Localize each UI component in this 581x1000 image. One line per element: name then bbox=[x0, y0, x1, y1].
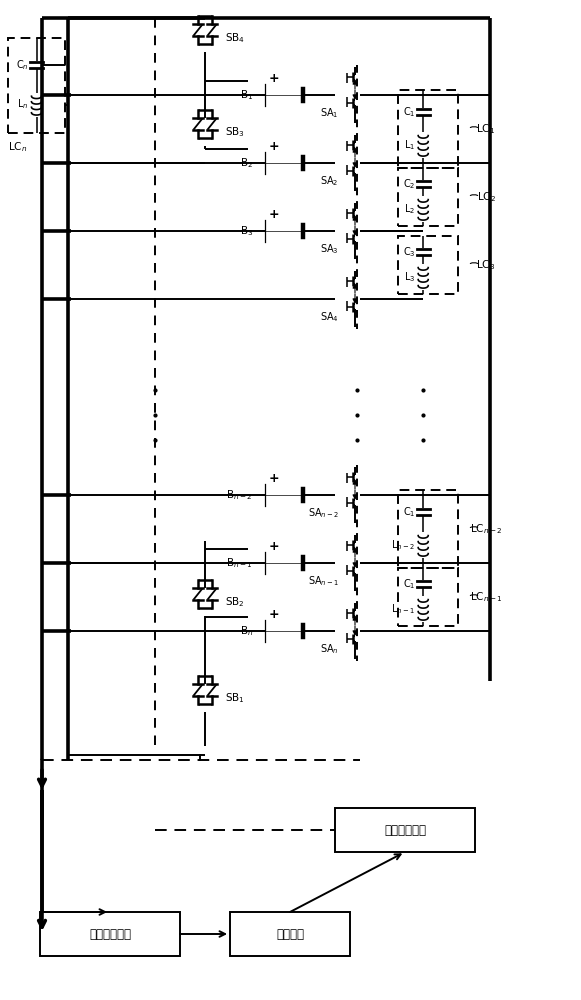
Text: +: + bbox=[268, 473, 279, 486]
Text: +: + bbox=[268, 73, 279, 86]
Text: SA$_1$: SA$_1$ bbox=[321, 106, 339, 120]
Text: SA$_{n-2}$: SA$_{n-2}$ bbox=[308, 506, 339, 520]
Text: L$_{n-1}$: L$_{n-1}$ bbox=[392, 602, 415, 615]
Text: C$_n$: C$_n$ bbox=[16, 58, 28, 72]
Text: LC$_n$: LC$_n$ bbox=[8, 140, 27, 154]
Text: L$_n$: L$_n$ bbox=[17, 98, 28, 111]
Bar bbox=[398, 90, 458, 168]
Bar bbox=[230, 912, 350, 956]
Bar bbox=[8, 38, 65, 133]
Text: LC$_3$: LC$_3$ bbox=[476, 258, 496, 272]
Text: C$_1$: C$_1$ bbox=[403, 505, 415, 519]
Text: +: + bbox=[268, 608, 279, 621]
Bar bbox=[398, 168, 458, 226]
Bar bbox=[398, 568, 458, 626]
Text: LC$_{n-1}$: LC$_{n-1}$ bbox=[469, 590, 503, 604]
Text: C$_3$: C$_3$ bbox=[403, 245, 415, 259]
Text: L$_3$: L$_3$ bbox=[404, 270, 415, 284]
Text: +: + bbox=[268, 140, 279, 153]
Text: L$_1$: L$_1$ bbox=[404, 138, 415, 151]
Text: +: + bbox=[268, 540, 279, 554]
Text: SA$_2$: SA$_2$ bbox=[321, 174, 339, 188]
Text: SB$_4$: SB$_4$ bbox=[225, 31, 245, 45]
Text: C$_2$: C$_2$ bbox=[403, 177, 415, 191]
Text: 微控制器: 微控制器 bbox=[276, 928, 304, 940]
Text: C$_1$: C$_1$ bbox=[403, 577, 415, 591]
Text: B$_2$: B$_2$ bbox=[240, 156, 253, 170]
Text: SB$_1$: SB$_1$ bbox=[225, 691, 245, 705]
Text: LC$_{n-2}$: LC$_{n-2}$ bbox=[470, 522, 502, 536]
Text: B$_{n-2}$: B$_{n-2}$ bbox=[227, 488, 253, 502]
Bar bbox=[398, 490, 458, 568]
Text: SA$_n$: SA$_n$ bbox=[320, 642, 339, 656]
Text: LC$_2$: LC$_2$ bbox=[476, 190, 496, 204]
Text: 电压采样电路: 电压采样电路 bbox=[89, 928, 131, 940]
Bar bbox=[335, 808, 475, 852]
Text: SA$_4$: SA$_4$ bbox=[320, 310, 339, 324]
Text: B$_3$: B$_3$ bbox=[240, 224, 253, 238]
Text: SA$_3$: SA$_3$ bbox=[320, 242, 339, 256]
Text: B$_1$: B$_1$ bbox=[240, 88, 253, 102]
Text: SB$_3$: SB$_3$ bbox=[225, 125, 245, 139]
Text: SB$_2$: SB$_2$ bbox=[225, 595, 245, 609]
Text: L$_{n-2}$: L$_{n-2}$ bbox=[392, 538, 415, 552]
Text: +: + bbox=[268, 209, 279, 222]
Text: B$_n$: B$_n$ bbox=[240, 624, 253, 638]
Text: C$_1$: C$_1$ bbox=[403, 105, 415, 119]
Text: SA$_{n-1}$: SA$_{n-1}$ bbox=[308, 574, 339, 588]
Text: L$_2$: L$_2$ bbox=[404, 202, 415, 216]
Text: B$_{n-1}$: B$_{n-1}$ bbox=[226, 556, 253, 570]
Bar bbox=[398, 236, 458, 294]
Text: 开关驱动电路: 开关驱动电路 bbox=[384, 824, 426, 836]
Text: LC$_1$: LC$_1$ bbox=[476, 122, 496, 136]
Bar bbox=[40, 912, 180, 956]
